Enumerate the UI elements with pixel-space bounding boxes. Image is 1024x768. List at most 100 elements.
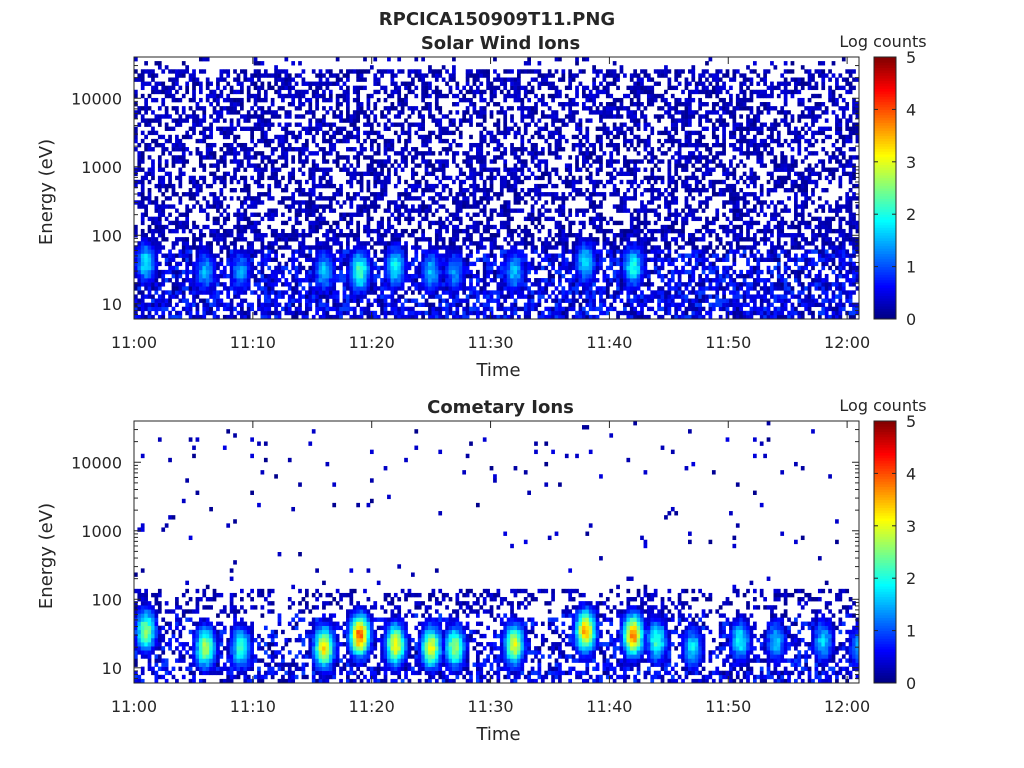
heatmap-cell <box>376 204 381 209</box>
heatmap-cell <box>561 286 566 291</box>
heatmap-cell <box>284 134 289 140</box>
heatmap-cell <box>564 122 569 127</box>
heatmap-cell <box>441 220 446 226</box>
heatmap-cell <box>376 298 381 303</box>
heatmap-cell <box>506 269 511 275</box>
heatmap-cell <box>424 142 429 148</box>
heatmap-cell <box>465 175 470 181</box>
heatmap-cell <box>144 208 148 213</box>
heatmap-cell <box>257 93 261 99</box>
heatmap-cell <box>202 134 207 140</box>
heatmap-cell <box>322 134 326 140</box>
heatmap-cell <box>134 310 138 316</box>
heatmap-cell <box>513 175 518 181</box>
heatmap-cell <box>513 249 518 254</box>
heatmap-cell <box>134 228 138 234</box>
heatmap-cell <box>527 167 531 172</box>
heatmap-cell <box>390 257 395 262</box>
heatmap-cell <box>243 314 248 320</box>
heatmap-cell <box>551 167 555 172</box>
heatmap-cell <box>257 126 261 131</box>
heatmap-cell <box>582 273 586 279</box>
heatmap-cell <box>404 298 408 303</box>
heatmap-cell <box>585 138 590 144</box>
heatmap-cell <box>417 77 422 82</box>
heatmap-cell <box>496 314 501 320</box>
heatmap-cell <box>205 126 210 131</box>
heatmap-cell <box>411 204 415 209</box>
heatmap-cell <box>428 65 432 70</box>
heatmap-cell <box>328 314 333 320</box>
heatmap-cell <box>202 245 207 250</box>
heatmap-cell <box>373 208 378 213</box>
heatmap-cell <box>390 147 395 152</box>
heatmap-cell <box>281 69 285 74</box>
heatmap-cell <box>366 233 371 238</box>
heatmap-cell <box>151 138 155 144</box>
heatmap-cell <box>325 298 330 303</box>
heatmap-cell <box>407 265 412 271</box>
heatmap-cell <box>233 175 237 181</box>
heatmap-cell <box>274 208 278 213</box>
heatmap-cell <box>595 253 600 258</box>
heatmap-cell <box>144 171 148 177</box>
heatmap-cell <box>311 114 316 119</box>
heatmap-cell <box>147 118 152 123</box>
heatmap-cell <box>147 192 152 197</box>
heatmap-cell <box>411 298 415 303</box>
heatmap-cell <box>222 175 227 181</box>
heatmap-cell <box>267 273 272 279</box>
heatmap-cell <box>554 171 559 177</box>
heatmap-cell <box>157 183 162 189</box>
heatmap-cell <box>233 97 237 103</box>
heatmap-cell <box>455 126 460 131</box>
heatmap-cell <box>493 224 497 230</box>
heatmap-cell <box>226 253 231 258</box>
heatmap-cell <box>311 69 316 74</box>
heatmap-cell <box>472 89 477 95</box>
heatmap-cell <box>387 273 391 279</box>
heatmap-cell <box>168 261 172 267</box>
heatmap-cell <box>404 93 408 99</box>
heatmap-cell <box>520 196 525 201</box>
heatmap-cell <box>404 159 408 164</box>
heatmap-cell <box>175 192 179 197</box>
heatmap-cell <box>387 302 391 308</box>
heatmap-cell <box>257 163 261 168</box>
heatmap-cell <box>380 192 384 197</box>
heatmap-cell <box>205 212 210 217</box>
heatmap-cell <box>352 192 357 197</box>
heatmap-cell <box>551 93 555 99</box>
heatmap-cell <box>588 179 593 185</box>
heatmap-cell <box>236 282 241 287</box>
heatmap-cell <box>257 294 261 299</box>
heatmap-cell <box>482 114 487 119</box>
heatmap-cell <box>325 265 330 271</box>
heatmap-cell <box>332 314 337 320</box>
heatmap-cell <box>147 171 152 177</box>
heatmap-cell <box>246 278 251 283</box>
heatmap-cell <box>393 314 398 320</box>
heatmap-cell <box>599 286 603 291</box>
heatmap-cell <box>274 134 278 140</box>
heatmap-cell <box>595 126 600 131</box>
heatmap-cell <box>339 261 343 267</box>
heatmap-cell <box>434 237 439 242</box>
heatmap-cell <box>198 208 203 213</box>
heatmap-cell <box>274 249 278 254</box>
heatmap-cell <box>578 228 583 234</box>
heatmap-cell <box>417 208 422 213</box>
heatmap-cell <box>578 245 583 250</box>
heatmap-cell <box>161 167 166 172</box>
heatmap-cell <box>551 134 555 140</box>
heatmap-cell <box>441 147 446 152</box>
heatmap-cell <box>281 106 285 111</box>
heatmap-cell <box>263 253 268 258</box>
heatmap-cell <box>229 269 234 275</box>
heatmap-cell <box>356 179 361 185</box>
heatmap-cell <box>520 257 525 262</box>
heatmap-cell <box>411 77 415 82</box>
heatmap-cell <box>263 233 268 238</box>
heatmap-cell <box>304 278 309 283</box>
heatmap-cell <box>222 85 227 91</box>
